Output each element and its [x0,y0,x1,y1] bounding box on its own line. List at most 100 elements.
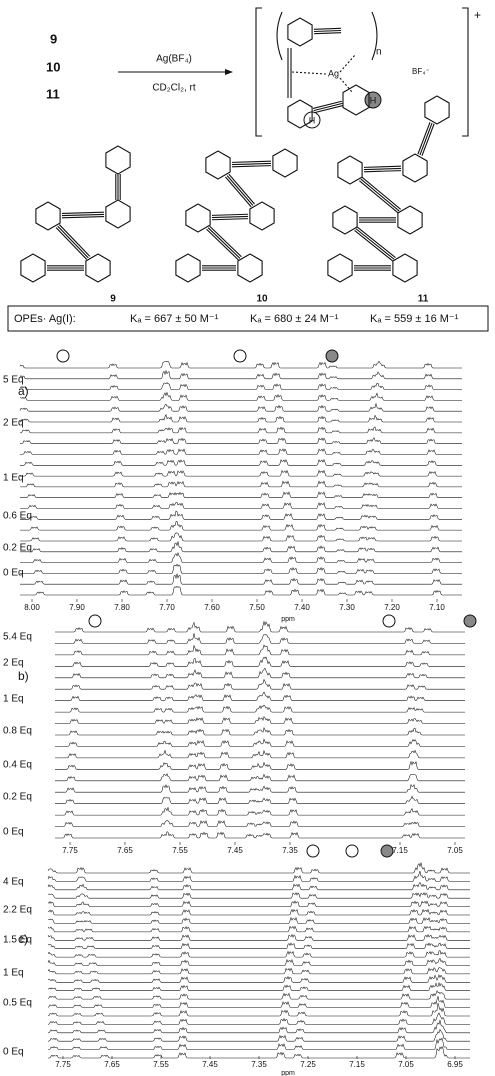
spectrum-trace [20,480,462,488]
alkyne [361,176,402,210]
spectrum-trace [20,520,462,531]
equivalent-label: 1 Eq [3,473,24,484]
signal-marker [325,349,339,363]
alkyne [209,225,242,258]
spectrum-trace [55,831,465,839]
ring [249,201,275,231]
alkyne [419,122,433,156]
spectrum-trace [20,585,462,596]
ring [272,148,298,178]
spectrum-trace [20,541,462,553]
spectrum-trace [47,870,470,882]
signal-marker [382,614,396,628]
binding-constant: Kₐ = 559 ± 16 M⁻¹ [370,313,459,325]
equivalent-label: 0.2 Eq [3,543,32,554]
equivalent-label: 0.2 Eq [3,792,32,803]
signal-marker [380,844,394,858]
ring [287,17,313,47]
panel-label: a) [18,384,29,398]
proton-label: H [370,95,377,105]
spectrum-trace [47,881,470,891]
alkyne [211,213,248,216]
ring [35,201,61,231]
spectrum-trace [19,402,462,412]
axis-tick-label: 7.65 [117,846,133,855]
alkyne [207,227,241,259]
alkyne [363,167,402,171]
alkyne [226,175,254,206]
ring [85,253,111,283]
spectrum-trace [47,981,470,991]
spectrum-trace [47,1012,470,1025]
spectrum-trace [19,413,462,423]
spectrum-trace [55,704,465,713]
spectrum-trace [55,795,465,804]
ring [397,205,423,235]
spectrum-trace [55,691,465,701]
equivalent-label: 5.4 Eq [3,632,32,643]
equivalent-label: 2.2 Eq [3,905,32,916]
spectrum-trace [20,510,462,520]
equivalent-label: 0.6 Eq [3,511,32,522]
equivalent-label: 0.5 Eq [3,998,32,1009]
coordination [291,54,356,93]
equivalent-label: 0.4 Eq [3,760,32,771]
panel-label: b) [18,669,29,683]
axis-tick-label: 7.45 [202,1060,218,1069]
ring [205,150,231,180]
spectrum-trace [20,458,462,466]
axis-tick-label: 8.00 [24,603,40,612]
axis-tick-label: 7.45 [227,846,243,855]
alkyne [211,215,249,219]
ring [392,253,418,283]
alkyne [358,180,399,214]
spectrum-trace [20,491,462,498]
signal-marker [306,844,320,858]
alkyne [55,227,88,260]
axis-tick-label: 7.75 [55,1060,71,1069]
alkyne [231,160,271,163]
axis-tick-label: 7.90 [69,603,85,612]
spectrum-trace [55,819,465,827]
axis-tick-label: 7.75 [62,846,78,855]
alkyne [228,173,255,205]
structure-label: 10 [256,294,268,305]
spectrum-trace [47,990,470,1000]
spectrum-trace [55,656,465,667]
spectrum-trace [47,891,470,899]
spectrum-trace [55,644,465,656]
axis-tick-label: 7.40 [294,603,310,612]
equivalent-label: 1 Eq [3,694,24,705]
alkyne [57,225,89,259]
compound-label: 10 [46,59,60,74]
alkyne [313,104,344,114]
spectrum-trace [47,967,470,975]
ring [105,145,131,175]
alkyne [313,29,342,33]
equivalent-label: 4 Eq [3,877,24,888]
axis-tick-label: 7.30 [339,603,355,612]
spectrum-trace [55,667,465,679]
equivalent-label: 0 Eq [3,827,24,838]
spectrum-trace [47,1002,470,1017]
equivalent-label: 2 Eq [3,418,24,429]
binding-box [7,305,489,332]
ring [327,253,353,283]
spectrum-trace [48,1037,470,1050]
axis-tick-label: 7.35 [282,846,298,855]
alkyne [356,226,396,258]
alkyne [61,213,105,217]
equivalent-label: 0.8 Eq [3,726,32,737]
alkyne [225,176,252,208]
signal-marker [56,349,70,363]
spectrum-trace [47,933,470,941]
axis-title: ppm [281,1070,295,1076]
alkyne [62,216,105,219]
arrow-head [225,69,233,75]
ring [237,253,263,283]
axis-tick-label: 7.70 [159,603,175,612]
ring [424,95,450,125]
alkyne [417,122,431,155]
